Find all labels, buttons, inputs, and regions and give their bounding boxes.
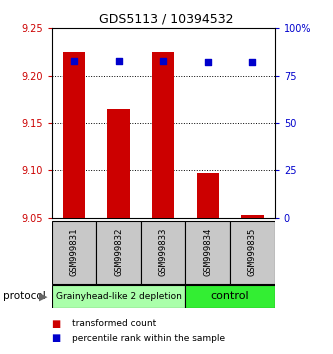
Bar [96, 221, 141, 284]
Bar [196, 173, 219, 218]
Point [116, 58, 121, 63]
Text: Grainyhead-like 2 depletion: Grainyhead-like 2 depletion [56, 292, 181, 301]
Text: protocol: protocol [3, 291, 46, 301]
Bar [107, 109, 130, 218]
Text: GSM999831: GSM999831 [69, 228, 79, 276]
Bar [185, 285, 275, 308]
Point [205, 59, 210, 65]
Point [71, 58, 77, 63]
Bar [52, 221, 96, 284]
Text: ■: ■ [52, 333, 61, 343]
Bar [241, 215, 264, 218]
Text: GDS5113 / 10394532: GDS5113 / 10394532 [99, 12, 234, 25]
Bar [141, 221, 185, 284]
Point [161, 58, 166, 63]
Text: percentile rank within the sample: percentile rank within the sample [72, 333, 225, 343]
Text: ▶: ▶ [39, 291, 48, 301]
Bar [52, 285, 185, 308]
Text: control: control [211, 291, 249, 302]
Bar [152, 52, 174, 218]
Text: GSM999832: GSM999832 [114, 228, 123, 276]
Text: transformed count: transformed count [72, 319, 156, 329]
Bar [63, 52, 85, 218]
Text: GSM999835: GSM999835 [248, 228, 257, 276]
Bar [230, 221, 275, 284]
Bar [185, 221, 230, 284]
Point [250, 59, 255, 65]
Text: GSM999834: GSM999834 [203, 228, 212, 276]
Text: GSM999833: GSM999833 [159, 228, 168, 276]
Text: ■: ■ [52, 319, 61, 329]
